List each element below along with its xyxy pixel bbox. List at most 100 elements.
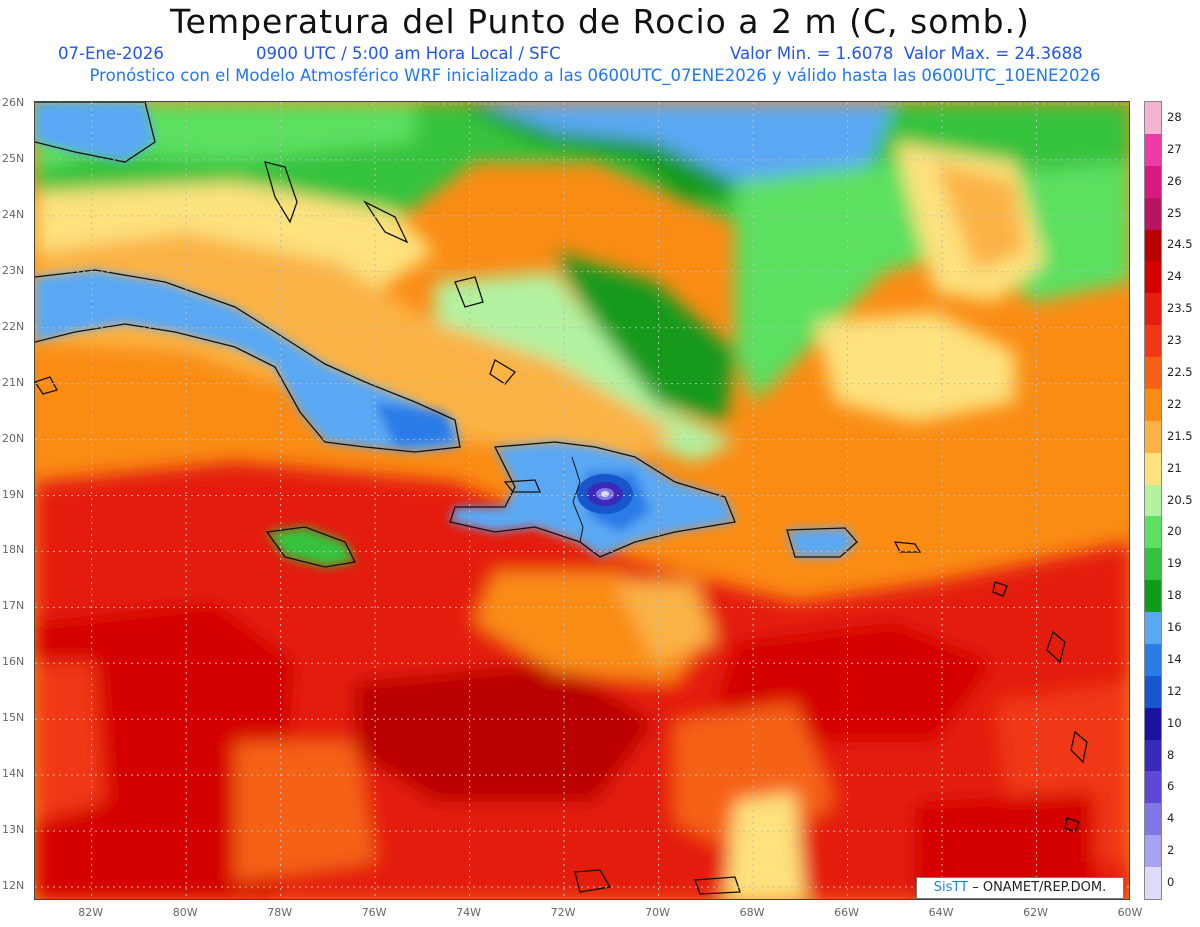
field-band-24-se [915, 792, 1095, 899]
brand-logo: SisTT [933, 880, 969, 895]
legend-swatch [1145, 835, 1161, 868]
legend-swatch [1145, 293, 1161, 326]
field-band-22-5-south [235, 742, 375, 882]
coast-virgin-islands [893, 541, 922, 553]
lat-label: 24N [2, 207, 25, 221]
legend-label: 0 [1167, 875, 1175, 890]
lon-label: 78W [267, 906, 293, 919]
lat-label: 18N [2, 543, 25, 557]
coast-florida [35, 102, 156, 163]
lon-label: 80W [172, 906, 198, 919]
legend-label: 22.5 [1167, 364, 1193, 379]
legend-swatch [1145, 325, 1161, 358]
lat-label: 14N [2, 767, 25, 781]
coast-andros [264, 161, 298, 224]
lat-label: 22N [2, 319, 25, 333]
lat-label: 17N [2, 599, 25, 613]
field-band-21-5-south [615, 582, 715, 662]
coast-guadeloupe [1046, 630, 1066, 664]
coast-curacao [574, 869, 612, 893]
legend-label: 6 [1167, 779, 1175, 794]
forecast-date: 07-Ene-2026 [58, 44, 164, 63]
lat-label: 25N [2, 151, 25, 165]
lat-label: 23N [2, 263, 25, 277]
legend-label: 2 [1167, 843, 1175, 858]
legend-swatch [1145, 707, 1161, 741]
coast-martinique [1070, 730, 1088, 764]
lon-label: 68W [739, 906, 765, 919]
lat-label: 19N [2, 487, 25, 501]
legend-swatch [1145, 803, 1161, 836]
coast-bahamas-south [454, 276, 484, 308]
legend-label: 12 [1167, 683, 1182, 698]
legend-label: 19 [1167, 556, 1182, 571]
legend-swatch [1145, 165, 1161, 199]
legend-label: 20 [1167, 524, 1182, 539]
legend-swatch [1145, 516, 1161, 549]
coast-venezuela [694, 876, 741, 895]
field-band-21-5-ne [935, 162, 1025, 272]
legend-swatch [1145, 420, 1161, 454]
lon-label: 66W [834, 906, 859, 919]
lat-label: 13N [2, 823, 25, 837]
legend-label: 24 [1167, 269, 1182, 284]
lat-label: 16N [2, 655, 25, 669]
coast-isla-juventud [35, 376, 58, 395]
lat-label: 20N [2, 431, 25, 445]
forecast-time: 0900 UTC / 5:00 am Hora Local / SFC [256, 44, 561, 63]
legend-swatch [1145, 548, 1161, 581]
legend-swatch [1145, 675, 1161, 709]
credit-box: SisTT – ONAMET/REP.DOM. [916, 877, 1124, 899]
coast-cuba [35, 269, 461, 453]
field-cuba-east [375, 402, 455, 447]
legend-label: 24.5 [1167, 237, 1193, 252]
field-band-20-5-center [435, 272, 735, 462]
legend-swatch [1145, 739, 1161, 772]
lon-label: 70W [645, 906, 671, 919]
legend-swatch [1145, 197, 1161, 230]
legend-label: 14 [1167, 651, 1182, 666]
lat-label: 26N [2, 96, 25, 109]
lon-label: 62W [1023, 906, 1048, 919]
field-band-18-center [555, 252, 735, 422]
model-description: Pronóstico con el Modelo Atmosférico WRF… [89, 66, 1101, 85]
legend-label: 22 [1167, 396, 1182, 411]
legend-swatch [1145, 484, 1161, 517]
legend-label: 25 [1167, 205, 1182, 220]
lat-label: 12N [2, 879, 25, 892]
field-florida [35, 102, 155, 162]
credit-text: – ONAMET/REP.DOM. [972, 880, 1107, 895]
field-band-20-east [735, 142, 1129, 402]
coast-antigua [992, 581, 1008, 597]
coast-jamaica [265, 526, 356, 568]
legend-swatch [1145, 102, 1161, 135]
legend-swatch [1145, 867, 1161, 900]
field-band-24-5-center [355, 662, 655, 802]
legend-swatch [1145, 771, 1161, 804]
lat-label: 15N [2, 711, 25, 725]
field-jamaica [267, 527, 355, 567]
field-band-21-5-west [35, 232, 675, 462]
coast-puerto-rico [786, 527, 858, 558]
legend-swatch [1145, 388, 1161, 422]
field-band-23-west [35, 662, 105, 822]
legend-swatch [1145, 580, 1161, 613]
legend-label: 21.5 [1167, 428, 1193, 443]
legend-label: 26 [1167, 173, 1182, 188]
legend-swatch [1145, 612, 1161, 645]
legend-swatch [1145, 452, 1161, 486]
field-cuba [35, 270, 460, 452]
lon-label: 64W [928, 906, 954, 919]
legend-swatch [1145, 229, 1161, 262]
lon-label: 72W [550, 906, 576, 919]
legend-label: 16 [1167, 620, 1182, 635]
coast-gonave [503, 479, 541, 493]
low-dewpoint-core-center [601, 491, 609, 497]
lon-label: 60W [1117, 906, 1143, 919]
legend-swatch [1145, 357, 1161, 390]
legend-label: 23.5 [1167, 301, 1193, 316]
legend-label: 20.5 [1167, 492, 1193, 507]
haiti-dr-border [571, 456, 584, 543]
min-max-values: Valor Min. = 1.6078 Valor Max. = 24.3688 [730, 44, 1083, 63]
legend-label: 28 [1167, 109, 1182, 124]
